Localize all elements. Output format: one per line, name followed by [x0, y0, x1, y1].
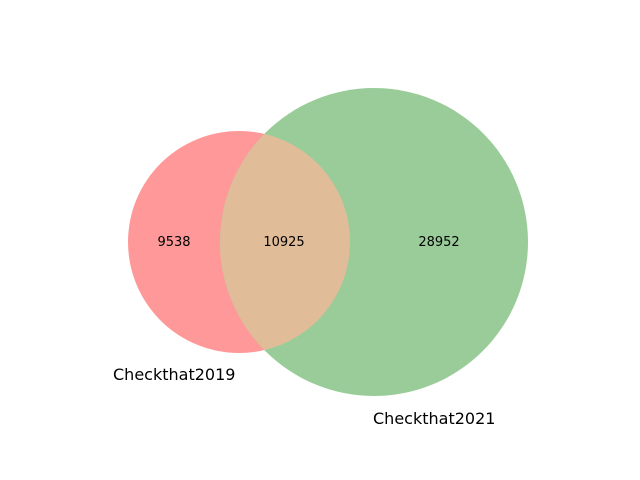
set-a-only-count: 9538 — [157, 235, 190, 250]
set-a-label: Checkthat2019 — [113, 365, 235, 384]
set-b-only-count: 28952 — [418, 235, 459, 250]
set-b-label: Checkthat2021 — [373, 409, 495, 428]
intersection-count: 10925 — [263, 235, 304, 250]
intersection-region — [220, 131, 350, 353]
